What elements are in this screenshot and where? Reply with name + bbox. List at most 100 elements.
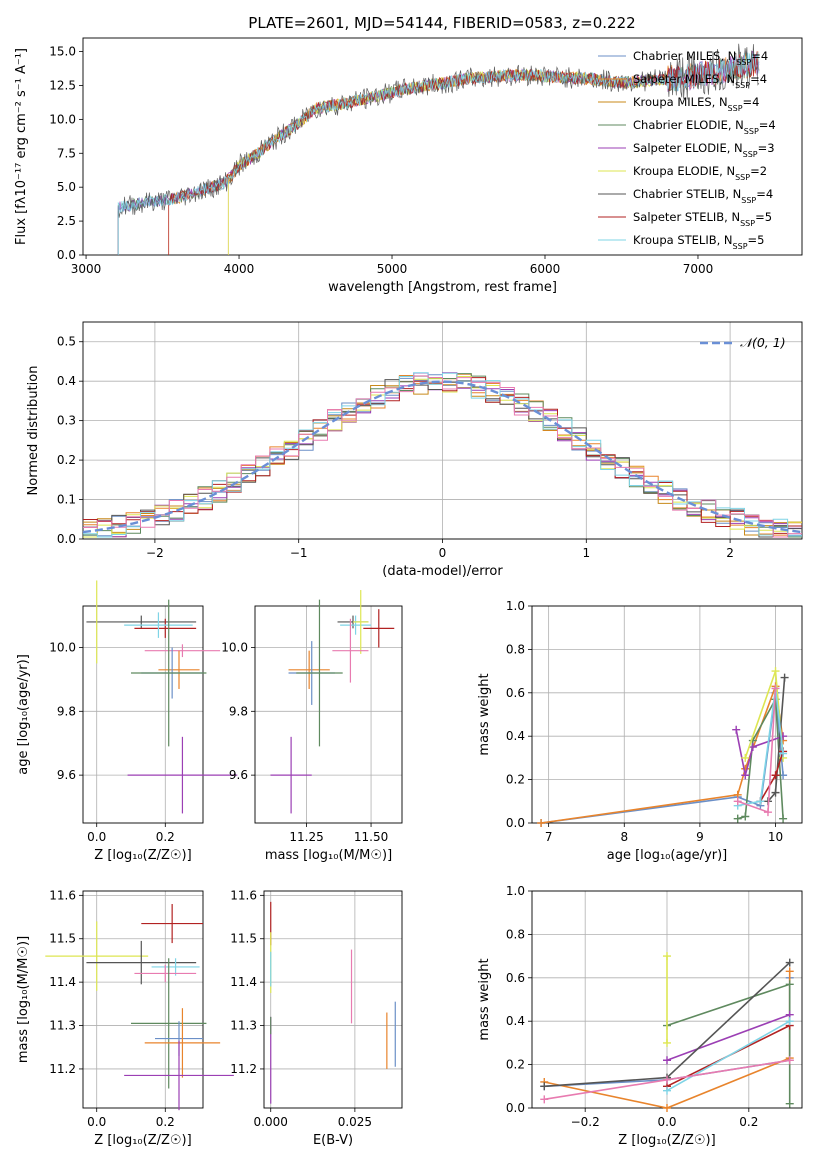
y-tick-label: 11.6 bbox=[49, 888, 76, 902]
y-tick-label: 10.0 bbox=[49, 112, 76, 126]
legend-entry: Chabrier ELODIE, NSSP=4 bbox=[633, 118, 776, 136]
y-tick-label: 9.6 bbox=[57, 768, 76, 782]
y-tick-label: 0.0 bbox=[506, 816, 525, 830]
x-tick-label: 11.50 bbox=[354, 830, 388, 844]
series-line bbox=[666, 983, 791, 1104]
y-axis-label: mass [log₁₀(M/M☉)] bbox=[16, 936, 31, 1063]
x-tick-label: 8 bbox=[620, 830, 628, 844]
point-marker bbox=[663, 1104, 671, 1112]
age-vs-Z-axes: 0.0 0.2 9.6 9.8 10.0 Z [log₁₀(Z/Z☉)] age [log₁… bbox=[16, 605, 204, 863]
mass-vs-Z-axes: 0.0 0.2 11.2 11.3 11.4 11.5 11.6 Z [log₁₀(Z/Z☉)… bbox=[16, 888, 204, 1148]
x-tick-label: 6000 bbox=[530, 262, 561, 276]
y-tick-label: 9.8 bbox=[57, 704, 76, 718]
x-tick-label: 0.2 bbox=[156, 1115, 175, 1129]
x-tick-label: −1 bbox=[290, 546, 308, 560]
y-axis-label: mass weight bbox=[477, 673, 492, 755]
point-marker bbox=[785, 980, 794, 989]
x-axis-label: Z [log₁₀(Z/Z☉)] bbox=[94, 848, 191, 863]
y-tick-label: 2.5 bbox=[57, 214, 76, 228]
x-tick-label: 7000 bbox=[683, 262, 714, 276]
y-axis-label: age [log₁₀(age/yr)] bbox=[16, 654, 31, 775]
point-marker bbox=[537, 819, 546, 827]
x-axis-label: (data-model)/error bbox=[382, 564, 503, 579]
x-tick-label: 4000 bbox=[224, 262, 255, 276]
spectrum-line bbox=[227, 68, 663, 255]
point-marker bbox=[741, 812, 750, 821]
point-marker bbox=[540, 1082, 549, 1091]
y-tick-label: 0.2 bbox=[506, 1058, 525, 1072]
point-marker bbox=[771, 684, 780, 693]
x-tick-label: 0.025 bbox=[338, 1115, 372, 1129]
x-axis-label: Z [log₁₀(Z/Z☉)] bbox=[94, 1133, 191, 1148]
point-marker bbox=[771, 788, 780, 797]
x-tick-label: 9 bbox=[696, 830, 704, 844]
x-tick-label: 1 bbox=[582, 546, 590, 560]
point-marker bbox=[763, 808, 772, 817]
point-marker bbox=[733, 797, 742, 806]
mass-vs-EBV-points bbox=[270, 901, 396, 1104]
x-tick-label: 0.2 bbox=[156, 830, 175, 844]
figure-title: PLATE=2601, MJD=54144, FIBERID=0583, z=0… bbox=[248, 14, 635, 32]
point-marker bbox=[785, 958, 794, 967]
point-marker bbox=[663, 1075, 671, 1084]
x-tick-label: 5000 bbox=[377, 262, 408, 276]
y-tick-label: 11.3 bbox=[230, 1019, 257, 1033]
mass-vs-EBV-axes: 0.000 0.025 11.2 11.3 11.4 11.5 11.6 E(B-V) bbox=[230, 888, 403, 1148]
y-tick-label: 0.0 bbox=[57, 532, 76, 546]
x-tick-label: 0.0 bbox=[87, 830, 106, 844]
axes-frame bbox=[254, 605, 403, 824]
series-line bbox=[737, 688, 777, 814]
y-axis-label: Normed distribution bbox=[26, 366, 41, 496]
y-tick-label: 12.5 bbox=[49, 78, 76, 92]
point-marker bbox=[663, 1056, 671, 1065]
point-marker bbox=[785, 1099, 794, 1108]
y-tick-label: 0.2 bbox=[506, 773, 525, 787]
y-tick-label: 0.5 bbox=[57, 335, 76, 349]
y-tick-label: 11.2 bbox=[49, 1062, 76, 1076]
legend-entry: Kroupa MILES, NSSP=4 bbox=[633, 95, 759, 113]
axes-frame bbox=[82, 605, 204, 824]
y-tick-label: 0.8 bbox=[506, 927, 525, 941]
y-tick-label: 0.4 bbox=[506, 729, 525, 743]
x-axis-label: age [log₁₀(age/yr)] bbox=[607, 848, 728, 863]
x-axis-label: Z [log₁₀(Z/Z☉)] bbox=[618, 1133, 715, 1148]
histogram-step-line bbox=[83, 377, 802, 534]
y-axis-label: mass weight bbox=[477, 958, 492, 1040]
legend-entry: Salpeter STELIB, NSSP=5 bbox=[633, 210, 772, 228]
y-tick-label: 11.3 bbox=[49, 1019, 76, 1033]
point-marker bbox=[785, 1017, 794, 1026]
point-marker bbox=[779, 814, 788, 823]
y-tick-label: 0.4 bbox=[506, 1014, 525, 1028]
y-tick-label: 0.4 bbox=[57, 374, 76, 388]
point-marker bbox=[780, 673, 789, 682]
mass-weight-vs-age-series bbox=[537, 667, 789, 827]
axes-frame bbox=[263, 890, 403, 1109]
y-tick-label: 1.0 bbox=[506, 599, 525, 613]
series-line bbox=[666, 1013, 790, 1062]
legend-entry: Kroupa STELIB, NSSP=5 bbox=[633, 233, 764, 251]
point-marker bbox=[771, 771, 780, 780]
y-tick-label: 9.8 bbox=[229, 704, 248, 718]
x-tick-label: 0 bbox=[439, 546, 447, 560]
y-tick-label: 11.2 bbox=[230, 1062, 257, 1076]
legend-entry: Chabrier MILES, NSSP=4 bbox=[633, 49, 768, 67]
x-tick-label: 0.0 bbox=[87, 1115, 106, 1129]
x-tick-label: 3000 bbox=[71, 262, 102, 276]
x-tick-label: 11.25 bbox=[289, 830, 323, 844]
legend-entry: Salpeter MILES, NSSP=4 bbox=[633, 72, 767, 90]
spectrum-line bbox=[227, 68, 668, 255]
y-tick-label: 15.0 bbox=[49, 45, 76, 59]
point-marker bbox=[741, 753, 750, 762]
mass-weight-vs-age-axes: 7 8 9 10 0.0 0.2 0.4 0.6 0.8 1.0 age [log₁₀(age/yr… bbox=[477, 599, 803, 863]
x-tick-label: 7 bbox=[545, 830, 553, 844]
axes-frame bbox=[82, 321, 803, 540]
y-tick-label: 0.8 bbox=[506, 642, 525, 656]
x-tick-label: 2 bbox=[726, 546, 734, 560]
point-marker bbox=[785, 1056, 794, 1065]
point-marker bbox=[540, 1095, 549, 1104]
y-tick-label: 0.0 bbox=[506, 1101, 525, 1115]
point-marker bbox=[741, 771, 750, 780]
x-axis-label: mass [log₁₀(M/M☉)] bbox=[265, 848, 392, 863]
axes-frame bbox=[531, 605, 803, 824]
legend-entry: 𝒩(0, 1) bbox=[740, 335, 786, 350]
